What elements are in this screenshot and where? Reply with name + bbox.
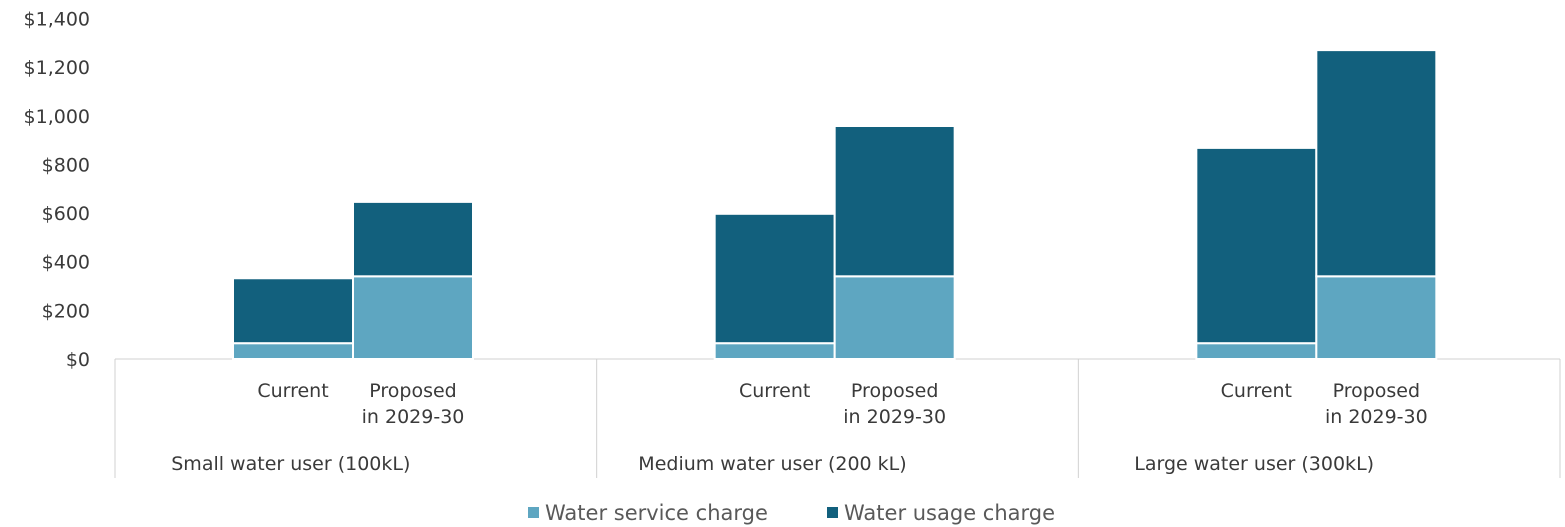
bar-label-line: Proposed (851, 380, 938, 402)
bar-label-line: in 2029-30 (1325, 406, 1428, 428)
bar-label-line: Current (739, 380, 810, 402)
bar-label: Proposed in 2029-30 (843, 380, 946, 428)
group-label: Large water user (300kL) (1134, 453, 1374, 475)
bar-service-2-1 (1315, 275, 1438, 360)
bar-label-line: Current (1221, 380, 1292, 402)
y-tick-label: $800 (42, 154, 90, 176)
y-tick-label: $200 (42, 300, 90, 322)
bars (232, 49, 1438, 360)
bar-label: Current (257, 380, 328, 402)
y-tick-label: $1,000 (24, 106, 90, 128)
group-label: Medium water user (200 kL) (638, 453, 906, 475)
y-tick-label: $600 (42, 203, 90, 225)
y-tick-label: $1,400 (24, 9, 90, 31)
category-labels: Current Proposed in 2029-30 Small water use… (171, 380, 1427, 475)
bar-label: Current (739, 380, 810, 402)
bar-service-2-0 (1195, 342, 1318, 360)
bar-service-0-0 (232, 342, 354, 360)
bar-label-line: in 2029-30 (843, 406, 946, 428)
bar-usage-1-0 (713, 212, 836, 345)
bar-label: Proposed in 2029-30 (1325, 380, 1428, 428)
bar-label-line: Proposed (1333, 380, 1420, 402)
y-tick-label: $1,200 (24, 57, 90, 79)
bar-label: Proposed in 2029-30 (362, 380, 465, 428)
bar-service-1-0 (713, 342, 836, 360)
legend-entry: Water usage charge (844, 501, 1055, 525)
bar-usage-1-1 (833, 125, 956, 278)
legend-swatch (528, 507, 539, 518)
y-tick-label: $0 (66, 349, 90, 371)
bar-usage-2-0 (1195, 146, 1318, 345)
legend-swatch (827, 507, 838, 518)
legend-entry: Water service charge (545, 501, 768, 525)
bar-label-line: in 2029-30 (362, 406, 465, 428)
legend: Water service charge Water usage charge (528, 501, 1055, 525)
bar-usage-0-0 (232, 277, 354, 345)
y-tick-label: $400 (42, 252, 90, 274)
bar-service-0-1 (352, 275, 474, 360)
group-label: Small water user (100kL) (171, 453, 410, 475)
bar-usage-2-1 (1315, 49, 1438, 278)
bar-label-line: Proposed (369, 380, 456, 402)
bar-service-1-1 (833, 275, 956, 360)
bar-label-line: Current (257, 380, 328, 402)
bar-usage-0-1 (352, 200, 474, 278)
bar-label: Current (1221, 380, 1292, 402)
